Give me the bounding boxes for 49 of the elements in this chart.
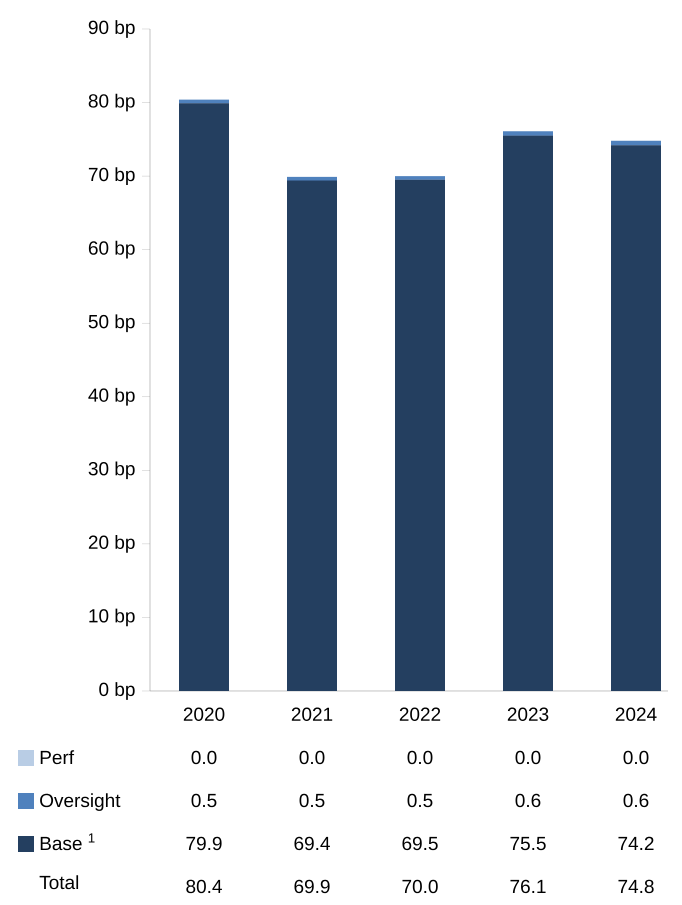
- data-label: 0.5: [192, 794, 216, 808]
- y-tick-label: 80 bp: [88, 94, 135, 112]
- text: Total: [40, 875, 78, 890]
- bar: [611, 145, 661, 691]
- text: 80.4: [186, 880, 222, 894]
- y-tick-label: 0 bp: [99, 682, 135, 700]
- x-tick-label: 2023: [508, 708, 548, 721]
- data-label: 69.5: [402, 836, 438, 850]
- legend-label: Perf: [40, 750, 74, 764]
- legend-label: Base $^{1}$: [40, 833, 95, 850]
- x-tick-label: 2020: [184, 708, 224, 721]
- y-tick-label: 30 bp: [88, 461, 135, 480]
- x-tick-label: 2024: [616, 708, 657, 721]
- bar: [395, 180, 445, 691]
- text: 69.9: [294, 880, 330, 894]
- text: 74.8: [618, 880, 654, 894]
- bar: [503, 136, 553, 691]
- data-label: 79.9: [186, 836, 222, 850]
- y-tick-label: 60 bp: [88, 240, 135, 259]
- data-label: 0.0: [516, 750, 540, 764]
- bar: [503, 131, 553, 136]
- y-tick-label: 20 bp: [88, 535, 135, 553]
- bar: [179, 103, 229, 691]
- data-label: 0.6: [624, 794, 648, 808]
- data-label: 0.6: [516, 794, 540, 808]
- text: 76.1: [510, 880, 546, 894]
- y-tick-label: 90 bp: [88, 20, 135, 38]
- text: 70.0: [402, 880, 438, 894]
- legend-label: Oversight: [40, 793, 120, 811]
- x-tick-label: 2022: [400, 708, 440, 721]
- y-tick-label: 50 bp: [88, 314, 135, 332]
- bar: [395, 176, 445, 180]
- x-tick-label: 2021: [292, 708, 332, 721]
- data-label: 0.0: [300, 750, 324, 764]
- bar: [287, 180, 337, 691]
- data-label: 0.0: [624, 750, 648, 764]
- y-tick-label: 70 bp: [88, 167, 135, 185]
- data-label: 0.0: [408, 750, 432, 764]
- bar: [611, 140, 661, 146]
- data-label: 74.2: [618, 836, 654, 850]
- data-label: 0.5: [300, 794, 324, 808]
- data-label: 0.5: [408, 794, 432, 808]
- bar: [179, 100, 229, 104]
- data-label: 75.5: [510, 836, 546, 850]
- data-label: 69.4: [294, 836, 330, 850]
- bar: [287, 176, 337, 181]
- y-tick-label: 40 bp: [88, 388, 135, 406]
- data-label: 0.0: [192, 750, 216, 764]
- y-tick-label: 10 bp: [89, 608, 135, 626]
